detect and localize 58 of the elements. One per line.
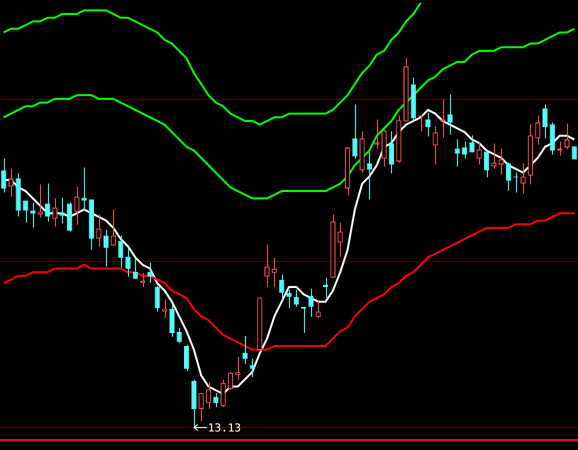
candlestick xyxy=(564,123,570,150)
candlestick xyxy=(432,126,438,166)
candlestick xyxy=(198,392,204,422)
candlestick xyxy=(366,152,372,200)
candlestick xyxy=(535,114,540,146)
candlestick xyxy=(104,229,109,268)
candlestick xyxy=(250,358,255,378)
candlestick xyxy=(425,112,431,137)
candlestick xyxy=(316,299,321,318)
candlestick xyxy=(235,356,240,380)
candlestick xyxy=(96,214,102,248)
candlestick xyxy=(60,197,65,224)
candlestick xyxy=(294,289,299,308)
candlestick xyxy=(469,134,474,153)
candlestick xyxy=(23,200,28,224)
candlestick xyxy=(44,183,50,222)
candlestick xyxy=(286,289,292,308)
candlestick xyxy=(140,272,146,288)
candlestick xyxy=(388,130,394,174)
candlestick xyxy=(491,142,496,170)
candlestick xyxy=(132,257,138,280)
candlestick xyxy=(206,382,212,410)
candlestick xyxy=(484,150,490,178)
candlestick xyxy=(38,184,43,218)
candlestick xyxy=(338,222,343,258)
candlestick xyxy=(520,162,526,194)
candlestick xyxy=(279,274,284,300)
candlestick xyxy=(162,299,168,318)
candlestick xyxy=(454,138,460,167)
candlestick xyxy=(352,104,358,160)
candlestick xyxy=(154,285,160,312)
candlestick xyxy=(220,379,226,408)
candlestick xyxy=(74,186,80,226)
candlestick xyxy=(242,336,248,365)
candlestick xyxy=(30,202,36,228)
candlestick xyxy=(542,104,548,139)
candlestick xyxy=(110,209,116,246)
candlestick xyxy=(52,198,58,228)
candlestick xyxy=(1,158,6,194)
candlestick xyxy=(82,166,87,212)
candlestick xyxy=(213,392,218,408)
candlestick xyxy=(169,304,174,338)
candlestick xyxy=(125,248,131,278)
candlestick xyxy=(447,94,453,136)
candlestick xyxy=(506,162,512,192)
candlestick xyxy=(118,235,124,268)
candlestick xyxy=(184,344,190,372)
candlestick xyxy=(476,141,482,166)
candlestick xyxy=(308,288,314,318)
candlestick xyxy=(498,148,504,175)
candlestick xyxy=(323,277,328,298)
candlestick xyxy=(264,244,270,288)
candlestick xyxy=(462,141,468,160)
annotation: 13.13 xyxy=(208,421,242,434)
candlestick xyxy=(228,372,234,390)
candlestick xyxy=(272,257,277,288)
candlestick xyxy=(8,168,14,198)
candlestick xyxy=(176,327,182,344)
